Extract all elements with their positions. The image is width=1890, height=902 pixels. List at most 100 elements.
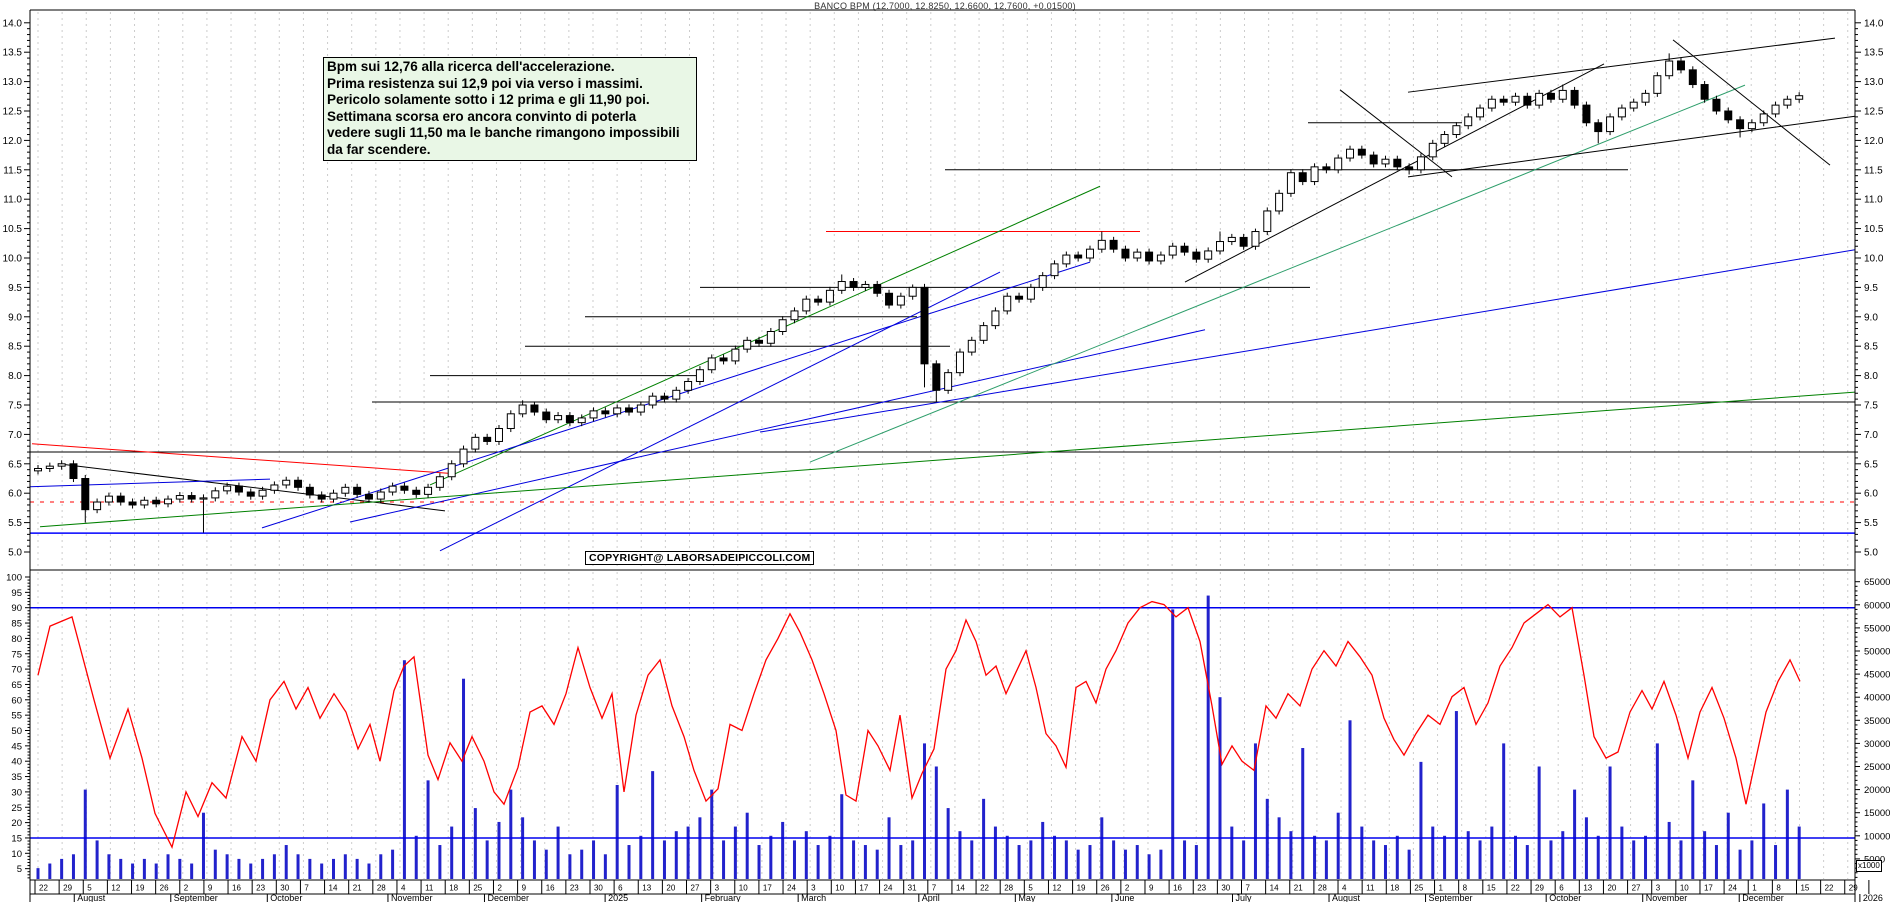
week-label: 3 xyxy=(715,884,720,893)
volume-bar xyxy=(1147,854,1151,879)
week-label: 24 xyxy=(884,884,893,893)
volume-bar xyxy=(48,863,52,879)
candle-body xyxy=(1346,148,1355,159)
month-label: April xyxy=(922,893,940,902)
candle-body xyxy=(1724,110,1733,121)
candle-body xyxy=(908,286,917,297)
candle-body xyxy=(104,495,113,503)
trendline xyxy=(349,329,1206,523)
volume-bar xyxy=(662,840,666,879)
candle-body xyxy=(1665,60,1674,77)
candle-body xyxy=(1239,236,1248,247)
candle-body xyxy=(400,485,409,491)
volume-bar xyxy=(946,808,950,879)
volume-bar xyxy=(1514,835,1517,879)
week-label: 29 xyxy=(63,884,72,893)
price-axis-label-left: 5.5 xyxy=(8,518,22,529)
volume-bar xyxy=(1123,849,1127,879)
volume-bar xyxy=(781,821,785,879)
volume-bar xyxy=(1242,840,1246,879)
volume-bar xyxy=(1041,821,1045,879)
volume-bar xyxy=(1490,826,1494,879)
candle-body xyxy=(1487,98,1496,109)
price-axis-label-right: 11.5 xyxy=(1864,165,1883,176)
price-axis-label-right: 5.0 xyxy=(1864,548,1878,559)
volume-bar xyxy=(95,840,99,879)
volume-bar xyxy=(107,854,111,879)
volume-bar xyxy=(190,863,194,879)
price-axis-label-left: 13.0 xyxy=(3,77,23,88)
volume-bar xyxy=(1655,743,1659,879)
volume-bar xyxy=(1774,845,1778,879)
candle-body xyxy=(471,436,480,450)
candle-body xyxy=(1476,107,1485,118)
week-label: 13 xyxy=(1583,884,1592,893)
candle-body xyxy=(317,494,326,500)
month-label: September xyxy=(174,893,218,902)
month-label: February xyxy=(705,893,742,902)
candle-body xyxy=(506,413,515,430)
osc-axis-label: 25 xyxy=(11,803,22,814)
candle-body xyxy=(435,476,444,488)
candle-body xyxy=(1676,60,1685,71)
volume-bar xyxy=(1171,609,1175,879)
volume-bar xyxy=(1785,789,1789,879)
price-axis-label-right: 14.0 xyxy=(1864,18,1884,29)
candle-body xyxy=(1097,239,1106,250)
volume-bar xyxy=(71,854,75,879)
candle-body xyxy=(1759,113,1768,124)
month-label: September xyxy=(1429,893,1473,902)
week-label: 22 xyxy=(1511,884,1520,893)
candle-body xyxy=(684,380,693,391)
candle-body xyxy=(199,497,208,500)
month-label: 2026 xyxy=(1863,893,1883,902)
week-label: 29 xyxy=(1849,884,1858,893)
month-label: August xyxy=(1332,893,1361,902)
candle-body xyxy=(1452,125,1461,136)
volume-bar xyxy=(1537,766,1541,879)
candle-body xyxy=(896,295,905,306)
candle-body xyxy=(1440,134,1449,144)
volume-bar xyxy=(970,840,974,879)
week-label: 23 xyxy=(1197,884,1206,893)
candle-body xyxy=(1298,172,1307,183)
volume-bar xyxy=(332,858,335,879)
candle-body xyxy=(979,325,988,341)
volume-bar xyxy=(284,845,288,879)
volume-bar xyxy=(1289,831,1293,879)
volume-bar xyxy=(166,854,170,879)
candle-body xyxy=(1180,245,1189,253)
volume-bar xyxy=(1230,826,1234,879)
candle-body xyxy=(282,479,291,486)
candle-body xyxy=(388,485,397,493)
volume-bar xyxy=(1549,840,1553,879)
candle-body xyxy=(152,499,161,505)
candle-body xyxy=(589,410,598,419)
volume-bar xyxy=(60,858,64,879)
candle-body xyxy=(849,281,858,288)
week-label: 31 xyxy=(908,884,917,893)
volume-bar xyxy=(249,863,253,879)
volume-bar xyxy=(131,863,135,879)
volume-bar xyxy=(178,858,182,879)
month-label: 2025 xyxy=(608,893,628,902)
candle-body xyxy=(329,492,338,500)
volume-bar xyxy=(733,826,737,879)
candle-body xyxy=(45,465,54,470)
volume-bar xyxy=(343,854,347,879)
candle-body xyxy=(1133,251,1142,259)
week-label: 23 xyxy=(570,884,579,893)
volume-bar xyxy=(1596,835,1600,879)
price-axis-label-left: 11.0 xyxy=(3,195,22,206)
candle-body xyxy=(483,436,492,442)
candle-body xyxy=(1156,254,1165,262)
trendline xyxy=(1339,89,1453,178)
volume-bar xyxy=(1053,835,1057,879)
price-axis-label-left: 10.5 xyxy=(3,224,23,235)
candle-body xyxy=(1712,98,1721,112)
candle-body xyxy=(234,485,243,493)
osc-axis-label: 75 xyxy=(11,649,22,660)
week-label: 13 xyxy=(642,884,651,893)
price-axis-label-right: 11.0 xyxy=(1864,195,1883,206)
candle-body xyxy=(1003,295,1012,312)
